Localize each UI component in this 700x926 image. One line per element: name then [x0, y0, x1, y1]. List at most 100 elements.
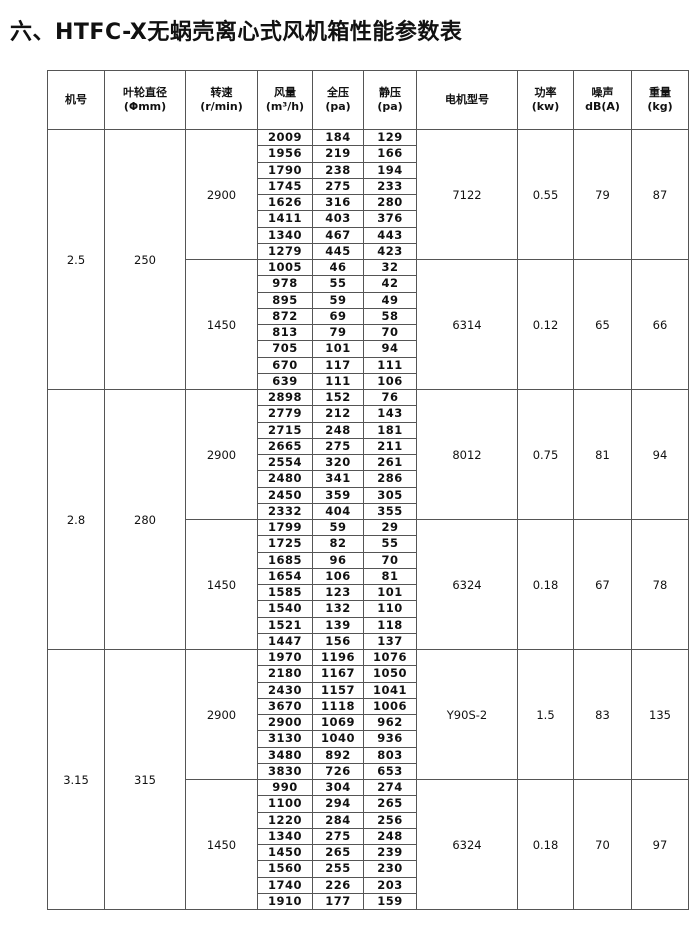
airflow-cell: 1585: [257, 583, 313, 602]
column-header: 电机型号: [416, 70, 518, 130]
airflow-cell: 872: [257, 307, 313, 326]
model-number-cell: 3.15: [47, 649, 105, 910]
total-pressure-cell: 255: [312, 860, 364, 878]
static-pressure-cell: 32: [363, 258, 417, 277]
static-pressure-cell: 94: [363, 340, 417, 358]
static-pressure-cell: 159: [363, 892, 417, 911]
static-pressure-cell: 55: [363, 535, 417, 553]
static-pressure-cell: 265: [363, 795, 417, 813]
static-pressure-cell: 423: [363, 242, 417, 261]
total-pressure-cell: 79: [312, 323, 364, 342]
airflow-cell: 1626: [257, 193, 313, 212]
airflow-cell: 1745: [257, 177, 313, 196]
airflow-cell: 2900: [257, 713, 313, 732]
total-pressure-cell: 445: [312, 242, 364, 261]
table-row: 1626 316 280: [48, 193, 689, 212]
total-pressure-cell: 404: [312, 502, 364, 521]
static-pressure-cell: 181: [363, 421, 417, 439]
airflow-cell: 2430: [257, 681, 313, 699]
static-pressure-cell: 286: [363, 470, 417, 488]
power-cell: 0.12: [517, 259, 574, 390]
airflow-cell: 1005: [257, 258, 313, 277]
header-unit: (r/min): [200, 100, 243, 113]
table-row: 1100 294 265: [48, 795, 689, 813]
total-pressure-cell: 59: [312, 518, 364, 537]
table-row: 978 55 42: [48, 275, 689, 293]
column-header: 噪声 dB(A): [573, 70, 632, 130]
total-pressure-cell: 177: [312, 892, 364, 911]
noise-cell: 70: [573, 779, 632, 910]
total-pressure-cell: 156: [312, 632, 364, 651]
airflow-cell: 2715: [257, 421, 313, 439]
static-pressure-cell: 70: [363, 323, 417, 342]
airflow-cell: 2332: [257, 502, 313, 521]
static-pressure-cell: 261: [363, 453, 417, 472]
total-pressure-cell: 403: [312, 210, 364, 228]
total-pressure-cell: 1196: [312, 648, 364, 667]
header-unit: (pa): [377, 100, 403, 113]
total-pressure-cell: 238: [312, 161, 364, 179]
speed-cell: 2900: [185, 129, 258, 260]
table-row: 1450 1005 46 32 6314 0.12 65 66: [48, 258, 689, 390]
speed-cell: 2900: [185, 649, 258, 780]
table-row: 1450 1799 59 29 6324 0.18 67 78: [48, 518, 689, 650]
total-pressure-cell: 316: [312, 193, 364, 212]
performance-table: 机号 叶轮直径 (Φmm) 转速 (r/min) 风量 (m³/h) 全压 (pa) 静压 (pa)…: [47, 70, 689, 911]
header-label: 风量: [274, 86, 296, 99]
total-pressure-cell: 359: [312, 486, 364, 504]
table-row: 2779 212 143: [48, 405, 689, 423]
header-unit: (kw): [531, 100, 560, 113]
airflow-cell: 2898: [257, 388, 313, 407]
airflow-cell: 2554: [257, 453, 313, 472]
airflow-cell: 2009: [257, 128, 313, 147]
total-pressure-cell: 219: [312, 145, 364, 163]
airflow-cell: 978: [257, 275, 313, 293]
static-pressure-cell: 239: [363, 843, 417, 862]
motor-model-cell: 6324: [416, 779, 518, 910]
total-pressure-cell: 101: [312, 340, 364, 358]
airflow-cell: 1740: [257, 876, 313, 894]
static-pressure-cell: 143: [363, 405, 417, 423]
airflow-cell: 1521: [257, 616, 313, 634]
table-row: 1685 96 70: [48, 551, 689, 569]
header-label: 机号: [65, 93, 87, 106]
power-cell: 0.18: [517, 519, 574, 650]
airflow-cell: 2450: [257, 486, 313, 504]
table-row: 2.8 280 2900 2898 152 76 8012 0.75 81 94: [47, 388, 689, 650]
static-pressure-cell: 101: [363, 583, 417, 602]
column-header: 重量 (kg): [631, 70, 689, 130]
model-number-cell: 2.8: [47, 389, 105, 650]
total-pressure-cell: 117: [312, 356, 364, 374]
airflow-cell: 705: [257, 340, 313, 358]
airflow-cell: 2665: [257, 437, 313, 456]
column-header: 机号: [47, 70, 105, 130]
airflow-cell: 1100: [257, 795, 313, 813]
column-header: 功率 (kw): [517, 70, 574, 130]
table-row: 3.15 315 2900 1970 1196 1076 Y90S-2 1.5 83 135: [47, 648, 689, 910]
table-row: 3480 892 803: [48, 746, 689, 764]
total-pressure-cell: 123: [312, 583, 364, 602]
airflow-cell: 3830: [257, 762, 313, 781]
static-pressure-cell: 305: [363, 486, 417, 504]
airflow-cell: 1411: [257, 210, 313, 228]
impeller-diameter-cell: 280: [104, 389, 186, 650]
column-header: 风量 (m³/h): [257, 70, 313, 130]
table-row: 1540 132 110: [48, 600, 689, 618]
motor-model-cell: 6324: [416, 519, 518, 650]
total-pressure-cell: 1167: [312, 665, 364, 683]
header-label: 叶轮直径: [123, 86, 167, 99]
airflow-cell: 1450: [257, 843, 313, 862]
static-pressure-cell: 42: [363, 275, 417, 293]
header-label: 重量: [649, 86, 671, 99]
airflow-cell: 1790: [257, 161, 313, 179]
total-pressure-cell: 275: [312, 827, 364, 846]
static-pressure-cell: 1006: [363, 697, 417, 716]
table-row: 1447 156 137: [48, 632, 689, 651]
weight-cell: 66: [631, 259, 689, 390]
total-pressure-cell: 726: [312, 762, 364, 781]
power-cell: 0.18: [517, 779, 574, 910]
table-row: 1725 82 55: [48, 535, 689, 553]
total-pressure-cell: 320: [312, 453, 364, 472]
table-row: 639 111 106: [48, 372, 689, 391]
total-pressure-cell: 59: [312, 291, 364, 309]
